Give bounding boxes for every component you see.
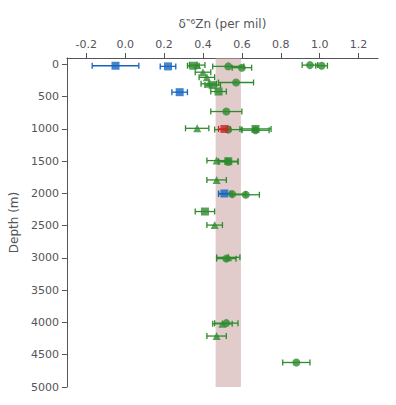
svg-text:0.2: 0.2	[155, 38, 173, 51]
svg-text:1000: 1000	[31, 122, 59, 135]
svg-text:4000: 4000	[31, 316, 59, 329]
svg-text:5000: 5000	[31, 381, 59, 394]
svg-text:500: 500	[38, 90, 59, 103]
svg-text:3500: 3500	[31, 284, 59, 297]
svg-text:1.0: 1.0	[311, 38, 329, 51]
svg-text:3000: 3000	[31, 251, 59, 264]
svg-text:1.2: 1.2	[350, 38, 368, 51]
svg-text:Depth (m): Depth (m)	[7, 192, 21, 253]
svg-text:1500: 1500	[31, 155, 59, 168]
svg-text:δ‶⁶Zn (per mil): δ‶⁶Zn (per mil)	[179, 17, 267, 31]
svg-text:0.4: 0.4	[194, 38, 212, 51]
svg-text:2000: 2000	[31, 187, 59, 200]
svg-text:2500: 2500	[31, 219, 59, 232]
svg-text:0.0: 0.0	[116, 38, 134, 51]
svg-text:4500: 4500	[31, 348, 59, 361]
svg-text:0.6: 0.6	[233, 38, 251, 51]
svg-text:-0.2: -0.2	[76, 38, 97, 51]
svg-text:0: 0	[52, 58, 59, 71]
svg-text:0.8: 0.8	[272, 38, 290, 51]
